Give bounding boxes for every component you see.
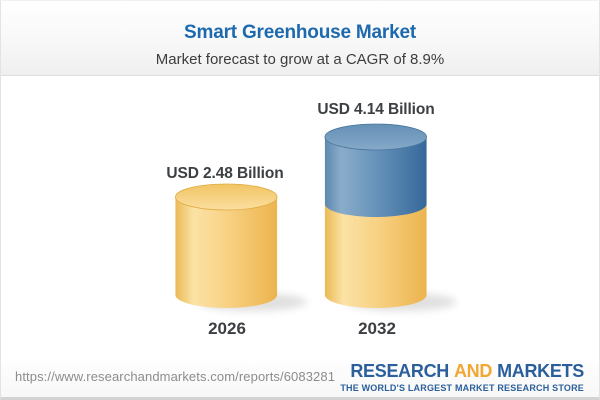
logo-word-markets: MARKETS [497, 361, 584, 381]
chart-area: USD 2.48 Billion USD 4.14 Billion 2026 2… [1, 76, 599, 356]
logo-word-research: RESEARCH [350, 361, 449, 381]
cylinder-bar-chart [175, 123, 457, 311]
chart-subtitle: Market forecast to grow at a CAGR of 8.9… [155, 51, 445, 68]
bar-2032-cylinder [324, 123, 427, 308]
value-label-2032: USD 4.14 Billion [317, 101, 435, 118]
category-label-2026: 2026 [208, 319, 246, 338]
report-url: https://www.researchandmarkets.com/repor… [15, 369, 336, 384]
chart-title: Smart Greenhouse Market [184, 22, 416, 43]
chart-header: Smart Greenhouse Market Market forecast … [1, 1, 599, 76]
value-label-2026: USD 2.48 Billion [166, 165, 284, 182]
bar-2026-cylinder [175, 183, 278, 308]
category-label-2032: 2032 [358, 319, 396, 338]
research-and-markets-logo: RESEARCH AND MARKETS THE WORLD'S LARGEST… [340, 362, 584, 393]
bar-2032-growth-segment [324, 137, 427, 217]
footer: https://www.researchandmarkets.com/repor… [1, 356, 599, 397]
logo-wordmark: RESEARCH AND MARKETS [350, 362, 584, 380]
bar-2032-base-segment [324, 204, 427, 308]
logo-word-and: AND [453, 361, 493, 381]
logo-tagline: THE WORLD'S LARGEST MARKET RESEARCH STOR… [340, 383, 584, 393]
